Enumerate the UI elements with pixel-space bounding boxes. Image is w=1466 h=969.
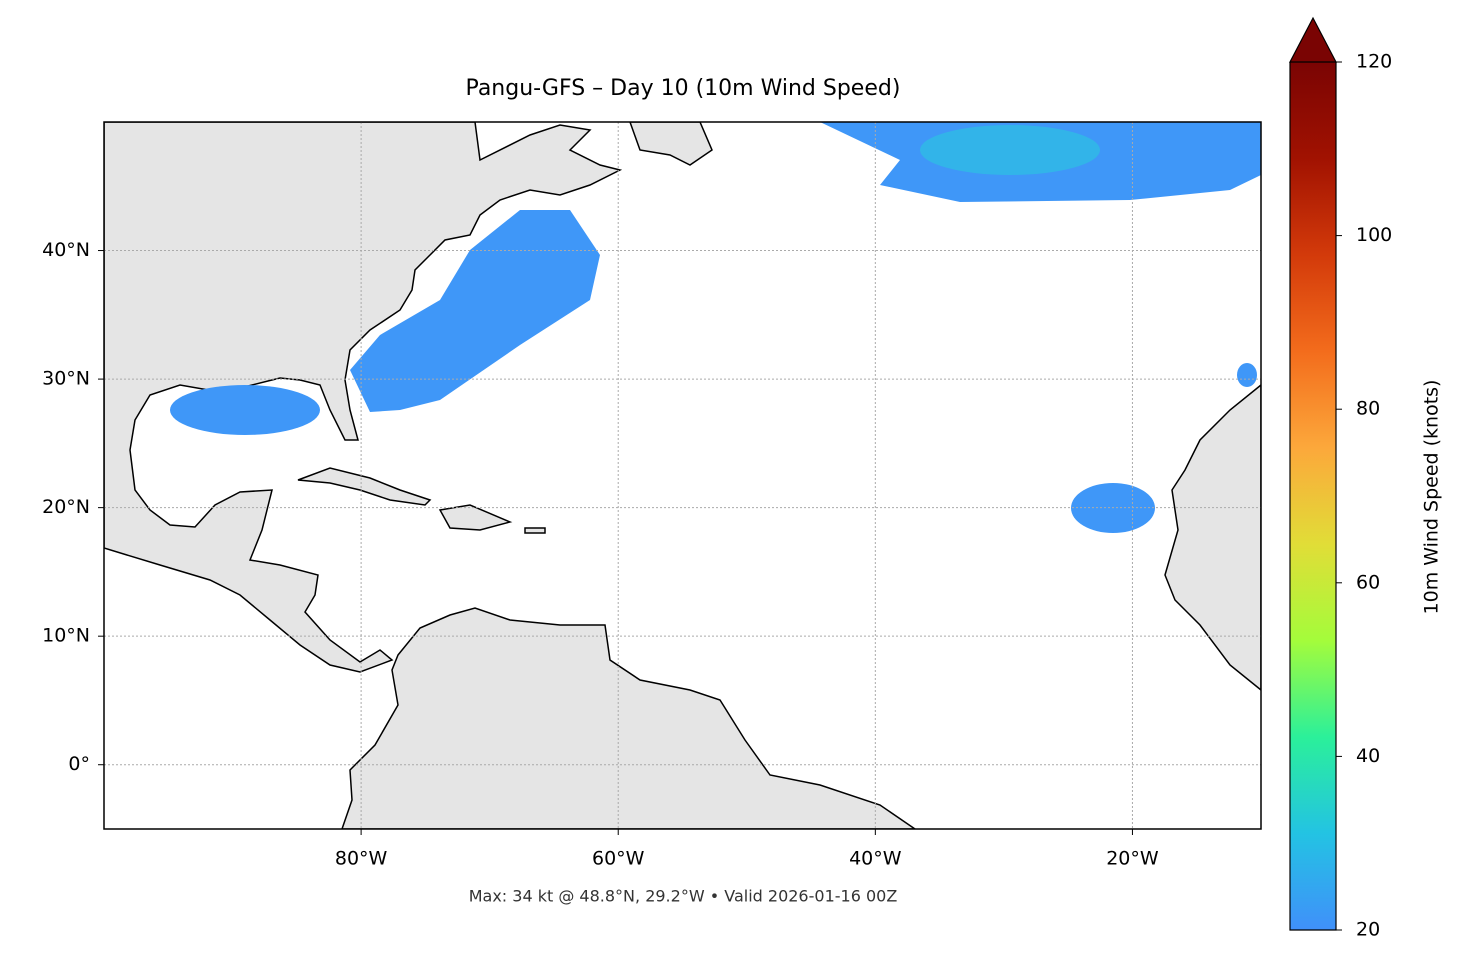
puerto-rico (524, 527, 546, 534)
colorbar-frame (1289, 62, 1337, 931)
footer-note: Max: 34 kt @ 48.8°N, 29.2°W • Valid 2026… (469, 887, 898, 906)
africa (1164, 384, 1261, 691)
wind-area (170, 385, 320, 435)
colorbar-tick-label: 100 (1356, 224, 1392, 246)
wind-max (920, 125, 1100, 175)
x-tick-label: 80°W (335, 848, 388, 870)
map-frame (103, 121, 1262, 830)
colorbar-extension (1289, 16, 1337, 63)
wind-area (1237, 363, 1257, 387)
colorbar-tick-label: 40 (1356, 745, 1380, 767)
colorbar-tick-label: 20 (1356, 919, 1380, 941)
map (104, 122, 1261, 829)
colorbar-tick-label: 60 (1356, 571, 1380, 593)
chart-title: Pangu-GFS – Day 10 (10m Wind Speed) (466, 76, 901, 101)
colorbar-tick-label: 80 (1356, 398, 1380, 420)
x-tick-label: 40°W (849, 848, 902, 870)
colorbar (1290, 62, 1336, 930)
cuba (297, 467, 432, 506)
x-tick-label: 20°W (1106, 848, 1159, 870)
newfoundland (629, 122, 713, 166)
colorbar-label: 10m Wind Speed (knots) (1421, 380, 1443, 615)
colorbar-tick-label: 120 (1356, 51, 1392, 73)
hispaniola (438, 504, 513, 531)
x-tick-label: 60°W (592, 848, 645, 870)
y-tick-label: 10°N (42, 625, 90, 647)
y-tick-label: 0° (68, 753, 90, 775)
y-tick-label: 40°N (42, 239, 90, 261)
south-america (341, 607, 917, 829)
y-tick-label: 30°N (42, 368, 90, 390)
y-tick-label: 20°N (42, 496, 90, 518)
wind-area (350, 210, 600, 412)
